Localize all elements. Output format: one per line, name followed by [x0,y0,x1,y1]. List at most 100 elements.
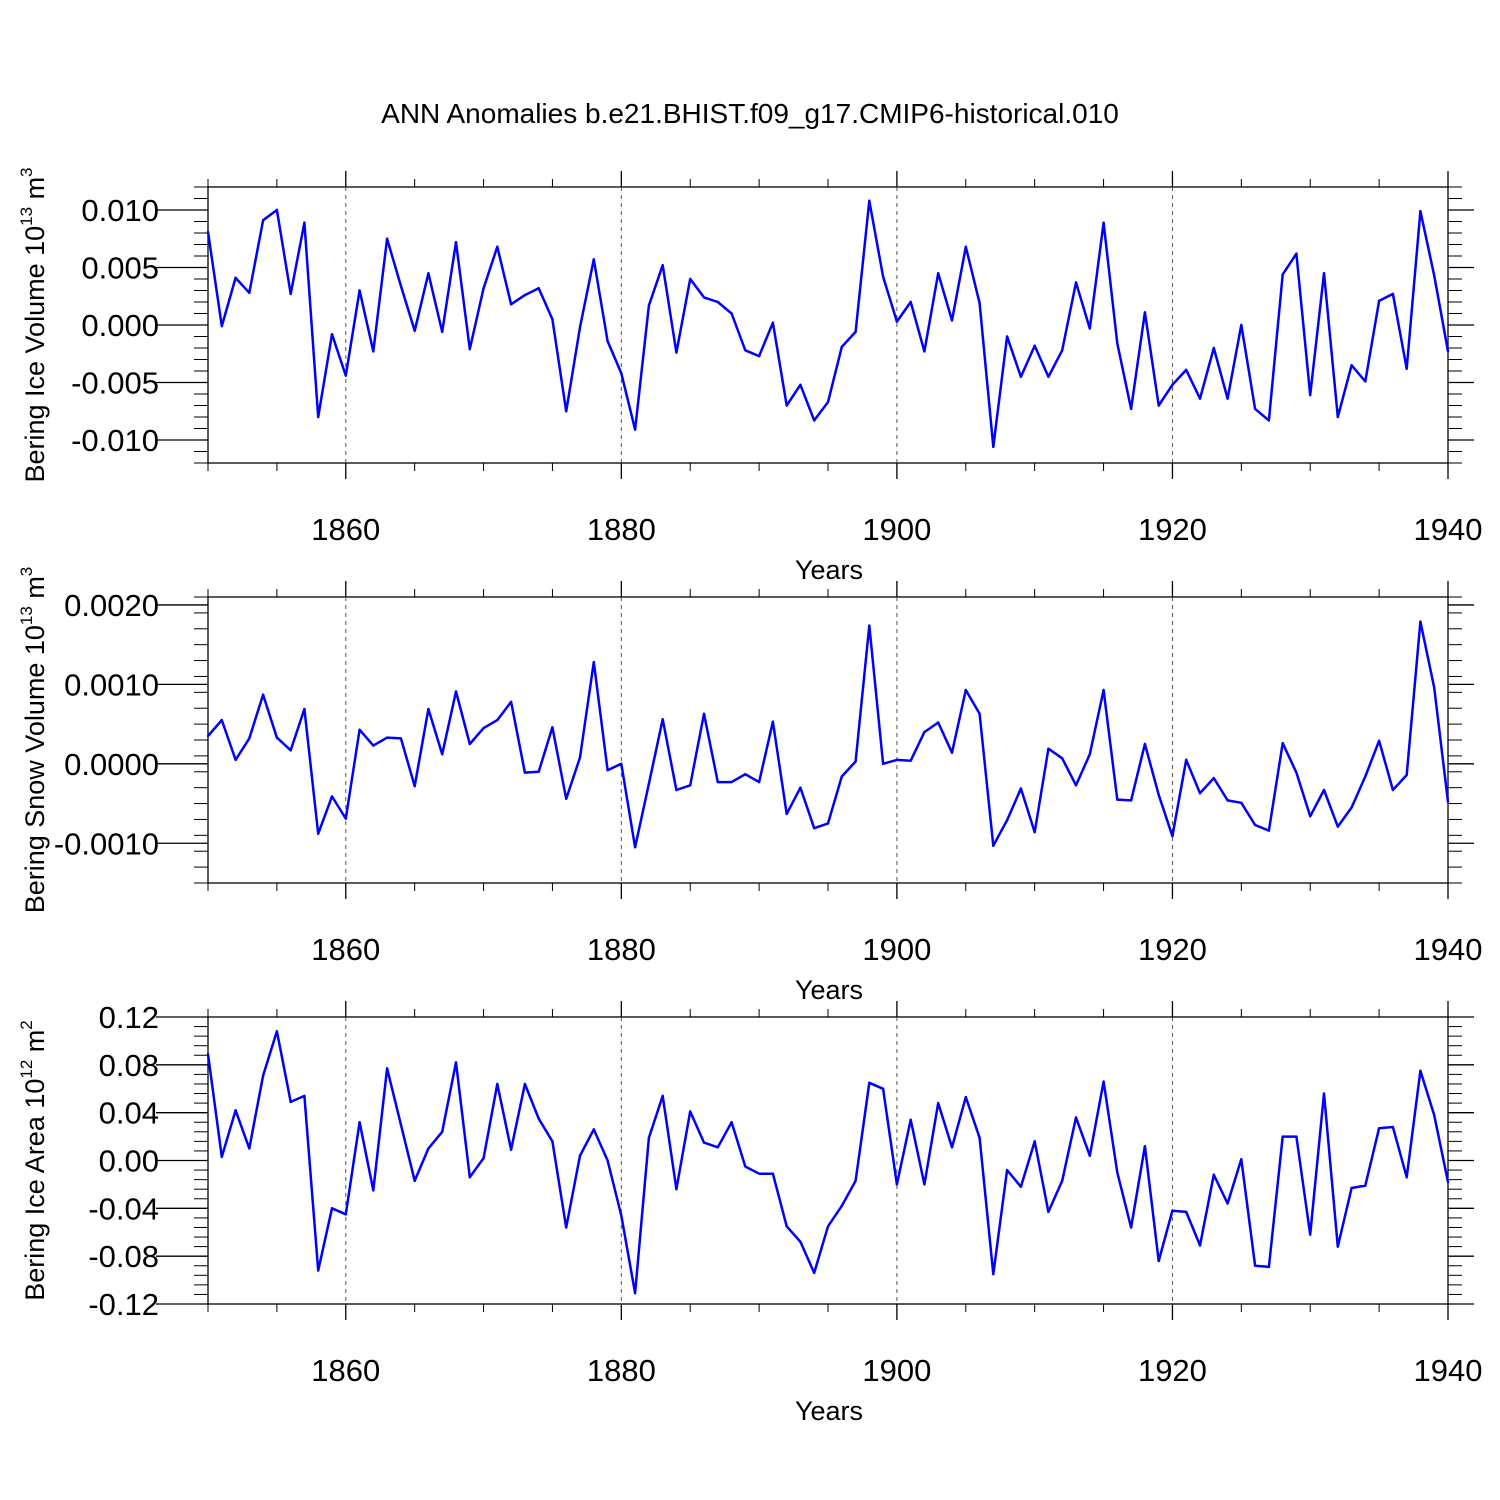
y-tick-label: 0.000 [81,308,159,343]
y-tick-label: -0.12 [88,1287,159,1322]
data-point [1005,335,1009,338]
data-point [826,400,830,404]
x-tick-label-1900: 1900 [862,932,931,967]
data-point [895,1183,899,1186]
data-point [689,784,692,787]
data-point [1322,788,1326,792]
plot-frame [207,186,1449,464]
data-point [1102,688,1105,692]
data-point [1116,1171,1119,1174]
plot-frame [207,596,1449,884]
x-axis-label: Years [795,1396,863,1426]
data-point [1405,367,1408,370]
x-tick-label-1860: 1860 [311,932,380,967]
y-tick-label: -0.005 [71,366,159,401]
y-tick-label: 0.12 [99,1000,159,1035]
data-point [813,419,816,422]
data-point [537,770,540,773]
data-point [964,688,967,692]
data-point [702,296,706,299]
data-point [1061,1179,1064,1183]
data-point [220,324,223,328]
data-point [1074,281,1078,284]
data-point [372,744,375,747]
data-point [385,736,389,739]
data-point [317,1269,320,1272]
data-point [220,718,223,722]
data-point [881,1087,885,1090]
data-point [799,383,802,386]
data-point [1253,823,1257,827]
data-point [1185,368,1188,372]
data-point [923,350,926,353]
series-line [207,620,1450,849]
data-point [413,784,416,788]
y-tick-label: 0.005 [81,251,159,286]
data-point [1171,1209,1174,1212]
data-point [330,795,334,798]
panel-3: 1860 1880 1900 1920 1940 0.12 0.08 0.04 0.00 -0.0… [17,1000,1482,1426]
data-point [799,1240,802,1244]
data-point [1253,1264,1257,1267]
data-point [1377,299,1381,303]
data-point [909,759,912,762]
data-point [1336,415,1339,419]
data-point [1391,788,1395,792]
data-point [468,1176,471,1179]
data-point [744,349,747,352]
data-point [1267,419,1271,422]
data-point [1129,799,1133,802]
data-point [289,1100,292,1104]
data-point [509,303,513,306]
data-point [1019,787,1023,790]
x-tick-label-1880: 1880 [587,1353,656,1388]
data-point [757,1172,761,1175]
data-point [964,245,967,248]
data-point [482,1156,485,1160]
data-point [1405,1176,1408,1179]
data-point [1185,1210,1188,1214]
data-point [248,1147,251,1150]
y-tick-label: 0.04 [99,1096,159,1131]
data-point [1309,815,1312,818]
data-point [592,660,595,664]
data-point [716,300,719,304]
data-point [744,1165,747,1168]
data-point [799,786,802,789]
data-point [1419,620,1422,623]
data-point [1061,349,1064,352]
data-point [1129,407,1133,411]
data-point [840,345,843,349]
data-point [1212,346,1215,350]
data-point [730,780,733,784]
data-point [1391,1125,1395,1129]
data-point [1433,274,1436,277]
y-tick-label: -0.010 [71,423,159,458]
data-point [523,1082,527,1086]
data-point [633,1292,637,1295]
x-tick-label-1920: 1920 [1138,1353,1207,1388]
data-point [661,264,664,267]
data-point [1019,375,1023,378]
data-point [1198,397,1202,400]
data-point [427,1147,430,1150]
data-point [854,760,857,763]
data-point [702,712,706,715]
data-point [1364,775,1367,778]
data-point [1102,1080,1105,1083]
data-point [1309,393,1312,397]
data-point [344,1213,347,1216]
data-point [923,730,926,734]
data-point [1005,1168,1009,1172]
data-point [785,1225,788,1228]
data-point [261,693,265,696]
data-point [468,742,471,746]
data-point [427,272,430,275]
x-tick-label-1900: 1900 [862,512,931,547]
data-point [1405,773,1408,777]
data-point [1102,221,1105,224]
data-point [372,1189,375,1192]
data-point [1267,829,1271,832]
data-point [303,707,306,711]
data-point [358,728,361,731]
